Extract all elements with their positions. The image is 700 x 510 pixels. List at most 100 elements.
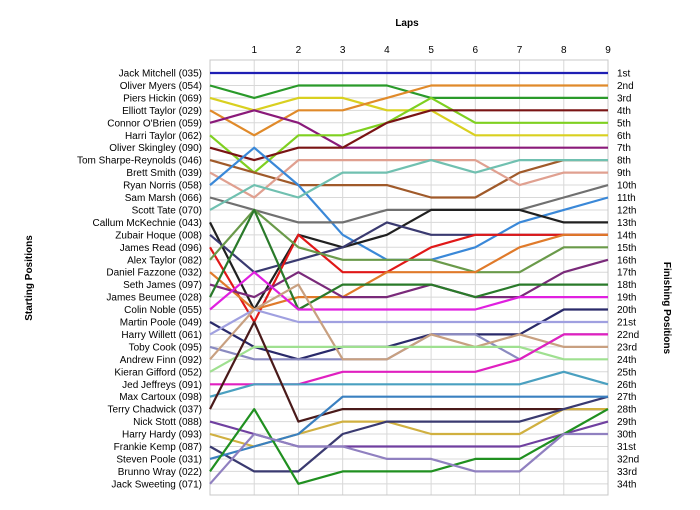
x-axis-title: Laps xyxy=(395,18,419,29)
starting-position-label: Brunno Wray (022) xyxy=(118,467,202,478)
plot-frame xyxy=(209,59,609,496)
x-tick-label: 2 xyxy=(296,45,302,56)
finishing-position-label: 3rd xyxy=(617,93,631,104)
finishing-position-label: 11th xyxy=(617,193,636,204)
starting-position-label: Steven Poole (031) xyxy=(116,454,202,465)
finishing-position-label: 14th xyxy=(617,230,636,241)
x-tick-label: 5 xyxy=(428,45,434,56)
finishing-position-label: 1st xyxy=(617,69,631,80)
rider-position-line xyxy=(209,184,609,224)
finishing-position-label: 34th xyxy=(617,479,636,490)
finishing-position-label: 25th xyxy=(617,367,636,378)
rider-position-line xyxy=(209,109,608,162)
finishing-position-label: 32nd xyxy=(617,454,639,465)
finishing-position-label: 18th xyxy=(617,280,636,291)
starting-position-label: James Read (096) xyxy=(120,243,202,254)
x-tick-label: 3 xyxy=(340,45,346,56)
rider-position-line xyxy=(209,408,609,485)
finishing-position-label: 9th xyxy=(617,168,631,179)
starting-position-label: Ryan Norris (058) xyxy=(123,181,202,192)
rider-position-line xyxy=(209,308,608,336)
starting-position-label: Kieran Gifford (052) xyxy=(114,367,202,378)
finishing-position-label: 24th xyxy=(617,355,636,366)
rider-position-line xyxy=(209,432,608,485)
x-tick-label: 6 xyxy=(473,45,479,56)
y-axis-right-title: Finishing Positions xyxy=(661,262,672,355)
starting-position-label: Elliott Taylor (029) xyxy=(122,106,202,117)
finishing-position-label: 28th xyxy=(617,405,636,416)
starting-position-label: Sam Marsh (066) xyxy=(125,193,202,204)
rider-position-line xyxy=(209,345,608,373)
finishing-position-label: 4th xyxy=(617,106,631,117)
x-tick-label: 1 xyxy=(251,45,257,56)
starting-position-label: Seth James (097) xyxy=(123,280,202,291)
rider-position-line xyxy=(209,208,608,274)
starting-position-label: Piers Hickin (069) xyxy=(123,93,202,104)
starting-position-label: Tom Sharpe-Reynolds (046) xyxy=(77,156,202,167)
starting-position-label: Jed Jeffreys (091) xyxy=(122,380,202,391)
starting-position-label: Harry Willett (061) xyxy=(121,330,202,341)
x-tick-label: 9 xyxy=(605,45,611,56)
finishing-position-label: 23rd xyxy=(617,342,637,353)
rider-position-line xyxy=(209,370,609,398)
starting-position-label: Daniel Fazzone (032) xyxy=(106,268,202,279)
starting-position-label: Colin Noble (055) xyxy=(124,305,202,316)
starting-position-label: James Beumee (028) xyxy=(106,293,202,304)
finishing-position-label: 27th xyxy=(617,392,636,403)
finishing-position-label: 22nd xyxy=(617,330,639,341)
finishing-position-label: 15th xyxy=(617,243,636,254)
rider-position-line xyxy=(209,159,608,211)
x-tick-label: 7 xyxy=(517,45,523,56)
finishing-position-label: 10th xyxy=(617,181,636,192)
starting-position-label: Connor O'Brien (059) xyxy=(107,118,202,129)
rider-position-line xyxy=(209,208,608,311)
finishing-position-label: 12th xyxy=(617,205,636,216)
finishing-position-label: 33rd xyxy=(617,467,637,478)
starting-position-label: Toby Cook (095) xyxy=(129,342,202,353)
finishing-position-label: 31st xyxy=(617,442,636,453)
y-axis-left-title: Starting Positions xyxy=(24,235,35,321)
starting-position-label: Max Cartoux (098) xyxy=(119,392,202,403)
starting-position-label: Alex Taylor (082) xyxy=(127,255,202,266)
finishing-position-label: 26th xyxy=(617,380,636,391)
rider-position-line xyxy=(209,395,609,473)
finishing-position-label: 7th xyxy=(617,143,631,154)
starting-position-label: Harri Taylor (062) xyxy=(125,131,202,142)
starting-position-label: Martin Poole (049) xyxy=(120,318,202,329)
rider-position-line xyxy=(209,271,608,311)
rider-position-line xyxy=(209,84,608,137)
finishing-position-label: 16th xyxy=(617,255,636,266)
finishing-position-label: 5th xyxy=(617,118,631,129)
starting-position-label: Frankie Kemp (087) xyxy=(114,442,202,453)
starting-position-label: Zubair Hoque (008) xyxy=(115,230,202,241)
finishing-position-label: 17th xyxy=(617,268,636,279)
starting-position-label: Harry Hardy (093) xyxy=(122,430,202,441)
starting-position-label: Terry Chadwick (037) xyxy=(108,405,202,416)
x-ticks: 1 2 3 4 5 6 7 8 9 xyxy=(251,45,611,56)
rider-position-line xyxy=(209,159,608,199)
series-lines xyxy=(209,71,609,485)
rider-position-line xyxy=(209,408,608,448)
rider-position-line xyxy=(209,109,608,149)
starting-position-labels: Jack Mitchell (035)Oliver Myers (054)Pie… xyxy=(77,69,202,491)
x-tick-label: 4 xyxy=(384,45,390,56)
starting-position-label: Jack Sweeting (071) xyxy=(111,479,202,490)
grid xyxy=(209,59,609,496)
starting-position-label: Callum McKechnie (043) xyxy=(93,218,203,229)
rider-position-line xyxy=(209,320,608,423)
rider-position-line xyxy=(209,208,608,311)
starting-position-label: Nick Stott (088) xyxy=(133,417,202,428)
starting-position-label: Brett Smith (039) xyxy=(126,168,202,179)
x-tick-label: 8 xyxy=(561,45,567,56)
starting-position-label: Jack Mitchell (035) xyxy=(119,69,202,80)
starting-position-label: Oliver Skingley (090) xyxy=(109,143,202,154)
finishing-position-label: 20th xyxy=(617,305,636,316)
starting-position-label: Andrew Finn (092) xyxy=(120,355,202,366)
finishing-position-label: 21st xyxy=(617,318,636,329)
finishing-position-label: 6th xyxy=(617,131,631,142)
rider-position-line xyxy=(209,233,608,311)
finishing-position-label: 13th xyxy=(617,218,636,229)
finishing-position-label: 30th xyxy=(617,430,636,441)
